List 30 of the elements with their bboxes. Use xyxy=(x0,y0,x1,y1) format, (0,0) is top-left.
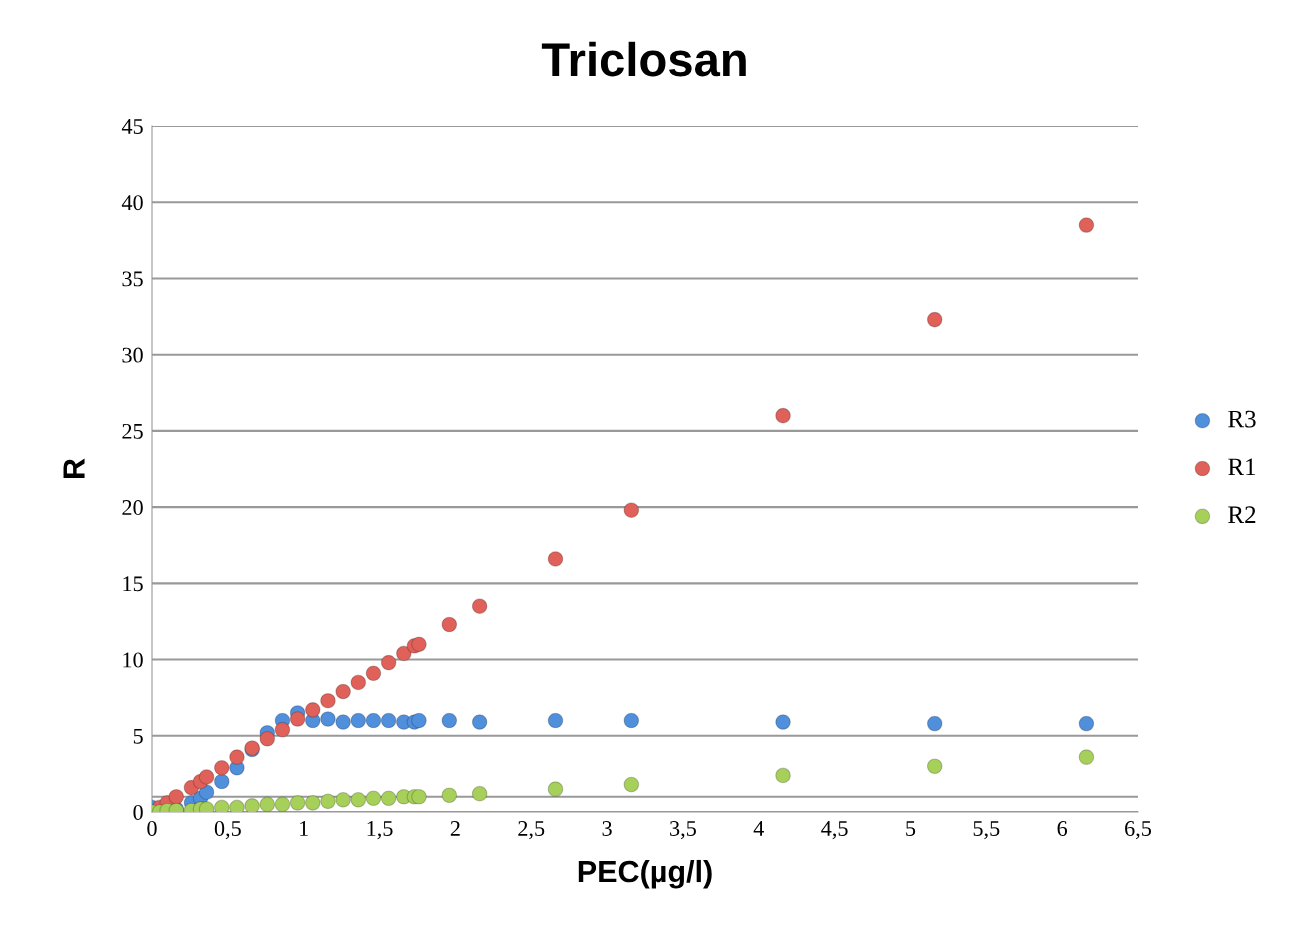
y-tick-label: 40 xyxy=(121,195,143,211)
x-tick-label: 3 xyxy=(602,821,612,836)
x-tick-label: 1,5 xyxy=(367,821,393,840)
x-tick-label: 1 xyxy=(300,821,308,836)
x-tick-label: 5 xyxy=(906,821,916,836)
y-tick-label: 35 xyxy=(122,271,143,287)
x-tick-label: 2,5 xyxy=(518,821,545,840)
x-tick-label: 5,5 xyxy=(973,821,1000,840)
legend-label: R3 xyxy=(1228,410,1256,428)
chart-title: Triclosan xyxy=(541,41,746,77)
y-tick-label: 30 xyxy=(122,347,143,363)
x-tick-label: 6,5 xyxy=(1125,821,1152,840)
y-tick-label: 25 xyxy=(122,423,143,439)
y-tick-label: 0 xyxy=(133,804,143,820)
y-tick-label: 5 xyxy=(133,728,143,744)
x-tick-label: 6 xyxy=(1057,821,1068,836)
x-tick-label: 0 xyxy=(147,820,157,836)
x-axis-title: PEC(µg/l) xyxy=(578,859,712,889)
legend-label: R2 xyxy=(1228,506,1256,523)
x-tick-label: 4 xyxy=(753,821,764,836)
y-tick-label: 10 xyxy=(123,652,143,668)
x-tick-label: 4,5 xyxy=(821,821,848,840)
x-tick-label: 0,5 xyxy=(214,820,241,840)
x-tick-label: 3,5 xyxy=(670,821,696,840)
y-axis-title: R xyxy=(63,458,85,478)
y-tick-label: 15 xyxy=(123,576,143,592)
legend-label: R1 xyxy=(1228,458,1256,476)
y-tick-label: 45 xyxy=(121,119,143,134)
x-tick-label: 2 xyxy=(450,821,460,836)
y-tick-label: 20 xyxy=(122,500,143,516)
